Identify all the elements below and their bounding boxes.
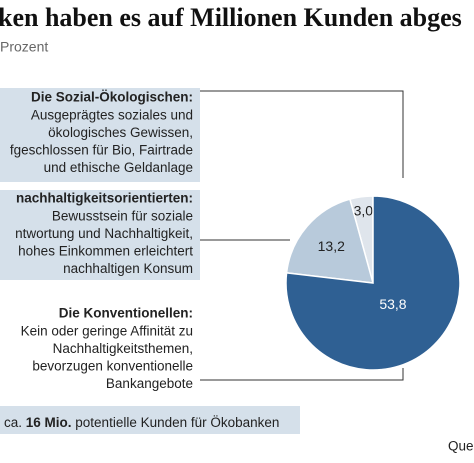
group-description: Nachhaltigkeitsthemen,: [53, 341, 193, 356]
source: Que: [448, 439, 474, 454]
group-description: Bewusstsein für soziale: [52, 209, 193, 224]
pie-slice: [285, 195, 461, 371]
value-label: 3,0: [354, 202, 374, 218]
group-description: fgeschlossen für Bio, Fairtrade: [10, 143, 193, 158]
group-description: Bankangebote: [106, 376, 193, 391]
group-box: [0, 190, 200, 280]
group-description: Kein oder geringe Affinität zu: [21, 324, 193, 339]
connector: [200, 368, 404, 381]
group-description: nachhaltigen Konsum: [63, 261, 193, 276]
group-description: und ethische Geldanlage: [44, 160, 193, 175]
group-heading: nachhaltigkeitsorientierten:: [16, 191, 193, 206]
value-label: 13,2: [318, 238, 345, 254]
pie-slice: [285, 198, 375, 284]
group-description: Ausgeprägtes soziales und: [31, 108, 193, 123]
group-heading: Die Konventionellen:: [59, 306, 193, 321]
note: ca. 16 Mio. potentielle Kunden für Ökoba…: [4, 415, 279, 430]
note-box: [0, 406, 300, 434]
group-description: ntwortung und Nachhaltigkeit,: [15, 226, 193, 241]
value-label: 53,8: [379, 296, 406, 312]
group-heading: Die Sozial-Ökologischen:: [31, 90, 193, 105]
group-description: ökologisches Gewissen,: [48, 125, 193, 140]
connector: [200, 90, 404, 178]
chart-subtitle: Prozent: [0, 39, 48, 55]
chart-title: ken haben es auf Millionen Kunden abges: [0, 3, 462, 32]
group-description: bevorzugen konventionelle: [32, 359, 193, 374]
group-box: [0, 88, 200, 182]
group-description: hohes Einkommen erleichtert: [18, 244, 193, 259]
